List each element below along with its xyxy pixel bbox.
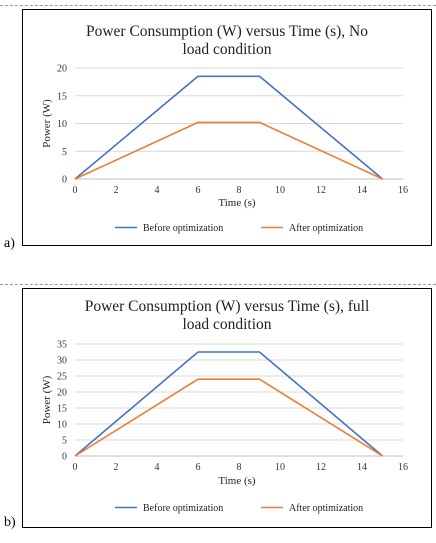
legend-label-after: After optimization [289,223,363,234]
top-separator [0,5,436,6]
x-tick-label-4: 4 [155,462,160,473]
chart-title-line-1: Power Consumption (W) versus Time (s), N… [86,23,368,40]
series-line-after [74,378,383,457]
legend-label-before: Before optimization [143,503,223,514]
chart-b-svg: Power Consumption (W) versus Time (s), f… [41,298,408,514]
panel-label-a: a) [4,236,15,251]
y-tick-label-5: 5 [62,436,67,447]
chart-title-line-2: load condition [182,41,271,58]
panel-label-b: b) [4,515,16,530]
x-tick-label-2: 2 [114,462,119,473]
y-tick-label-0: 0 [62,175,67,186]
x-tick-label-6: 6 [196,185,201,196]
x-tick-label-12: 12 [316,462,326,473]
x-axis-label: Time (s) [218,197,256,209]
y-tick-label-35: 35 [57,340,67,351]
x-tick-label-14: 14 [357,462,367,473]
chart-a-svg: Power Consumption (W) versus Time (s), N… [41,23,408,234]
y-tick-label-30: 30 [57,356,67,367]
legend-label-before: Before optimization [143,223,223,234]
y-axis-label: Power (W) [41,99,53,148]
y-tick-label-25: 25 [57,372,67,383]
y-tick-label-5: 5 [62,147,67,158]
y-tick-label-15: 15 [57,404,67,415]
x-axis-label: Time (s) [218,475,256,487]
x-tick-label-6: 6 [196,462,201,473]
series-line-before [74,75,384,180]
chart-panel-a: Power Consumption (W) versus Time (s), N… [22,9,432,246]
legend-label-after: After optimization [289,503,363,514]
x-tick-label-16: 16 [398,185,408,196]
y-tick-label-20: 20 [57,64,67,75]
series-line-before [74,351,384,457]
series-line-after [74,121,383,180]
x-tick-label-12: 12 [316,185,326,196]
y-tick-label-10: 10 [57,420,67,431]
y-tick-label-20: 20 [57,388,67,399]
y-axis-label: Power (W) [41,375,53,424]
x-tick-label-4: 4 [155,185,160,196]
chart-title-line-2: load condition [182,316,271,333]
y-tick-label-15: 15 [57,91,67,102]
y-tick-label-10: 10 [57,119,67,130]
x-tick-label-0: 0 [73,462,78,473]
x-tick-label-10: 10 [275,462,285,473]
x-tick-label-2: 2 [114,185,119,196]
x-tick-label-0: 0 [73,185,78,196]
x-tick-label-8: 8 [237,462,242,473]
chart-panel-b: Power Consumption (W) versus Time (s), f… [22,288,432,528]
x-tick-label-16: 16 [398,462,408,473]
x-tick-label-8: 8 [237,185,242,196]
x-tick-label-10: 10 [275,185,285,196]
y-tick-label-0: 0 [62,452,67,463]
x-tick-label-14: 14 [357,185,367,196]
middle-separator [0,284,436,285]
chart-title-line-1: Power Consumption (W) versus Time (s), f… [85,298,370,315]
